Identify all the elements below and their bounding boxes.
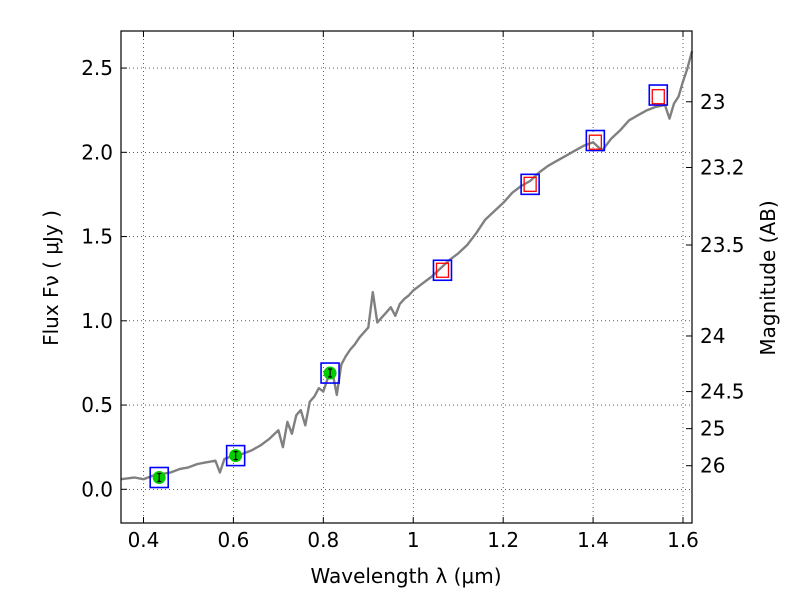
right-tick-label: 23.5 [700,233,745,257]
right-tick-label: 23.2 [700,155,745,179]
x-tick-label: 1.6 [667,528,699,552]
y-tick-label: 2.0 [81,140,113,164]
blue-square-marker [320,362,340,384]
right-tick-label: 24 [700,324,725,348]
right-tick-label: 25 [700,417,725,441]
blue-square-marker [520,173,540,196]
y-tick-label: 0.5 [81,393,113,417]
x-axis-label: Wavelength λ (μm) [310,564,501,588]
y-axis-label: Flux Fν ( μJy ) [39,210,63,346]
x-tick-label: 0.6 [217,528,249,552]
grid-lines [121,31,692,523]
x-tick-label: 0.4 [128,528,160,552]
x-tick-label: 1.4 [577,528,609,552]
x-tick-label: 1.2 [487,528,519,552]
right-tick-label: 23 [700,90,725,114]
y-tick-label: 1.5 [81,225,113,249]
x-tick-label: 0.8 [307,528,339,552]
red-square-marker [435,262,450,278]
blue-square-marker [432,259,453,282]
plot-frame [120,30,693,524]
red-square-marker [523,176,537,192]
spectrum-line [120,50,694,481]
y-tick-label: 1.0 [81,309,113,333]
red-square-marker [588,134,602,150]
blue-square-marker [225,444,246,467]
y-tick-label: 0.0 [81,477,113,501]
blue-square-marker [149,466,170,489]
right-tick-label: 26 [700,454,725,478]
red-square-marker [651,89,665,105]
plot-marks [120,50,694,489]
axis-ticks: 0.4 0.6 0.8 1 1.2 1.4 1.6 0.0 0.5 1.0 1.5 2.0 2.5 23 2… [81,31,745,552]
x-tick-label: 1 [407,528,420,552]
blue-square-marker [585,129,606,152]
blue-square-marker [648,84,669,106]
right-tick-label: 24.5 [700,380,745,404]
y-tick-label: 2.5 [81,56,113,80]
right-axis-label: Magnitude (AB) [756,200,780,355]
